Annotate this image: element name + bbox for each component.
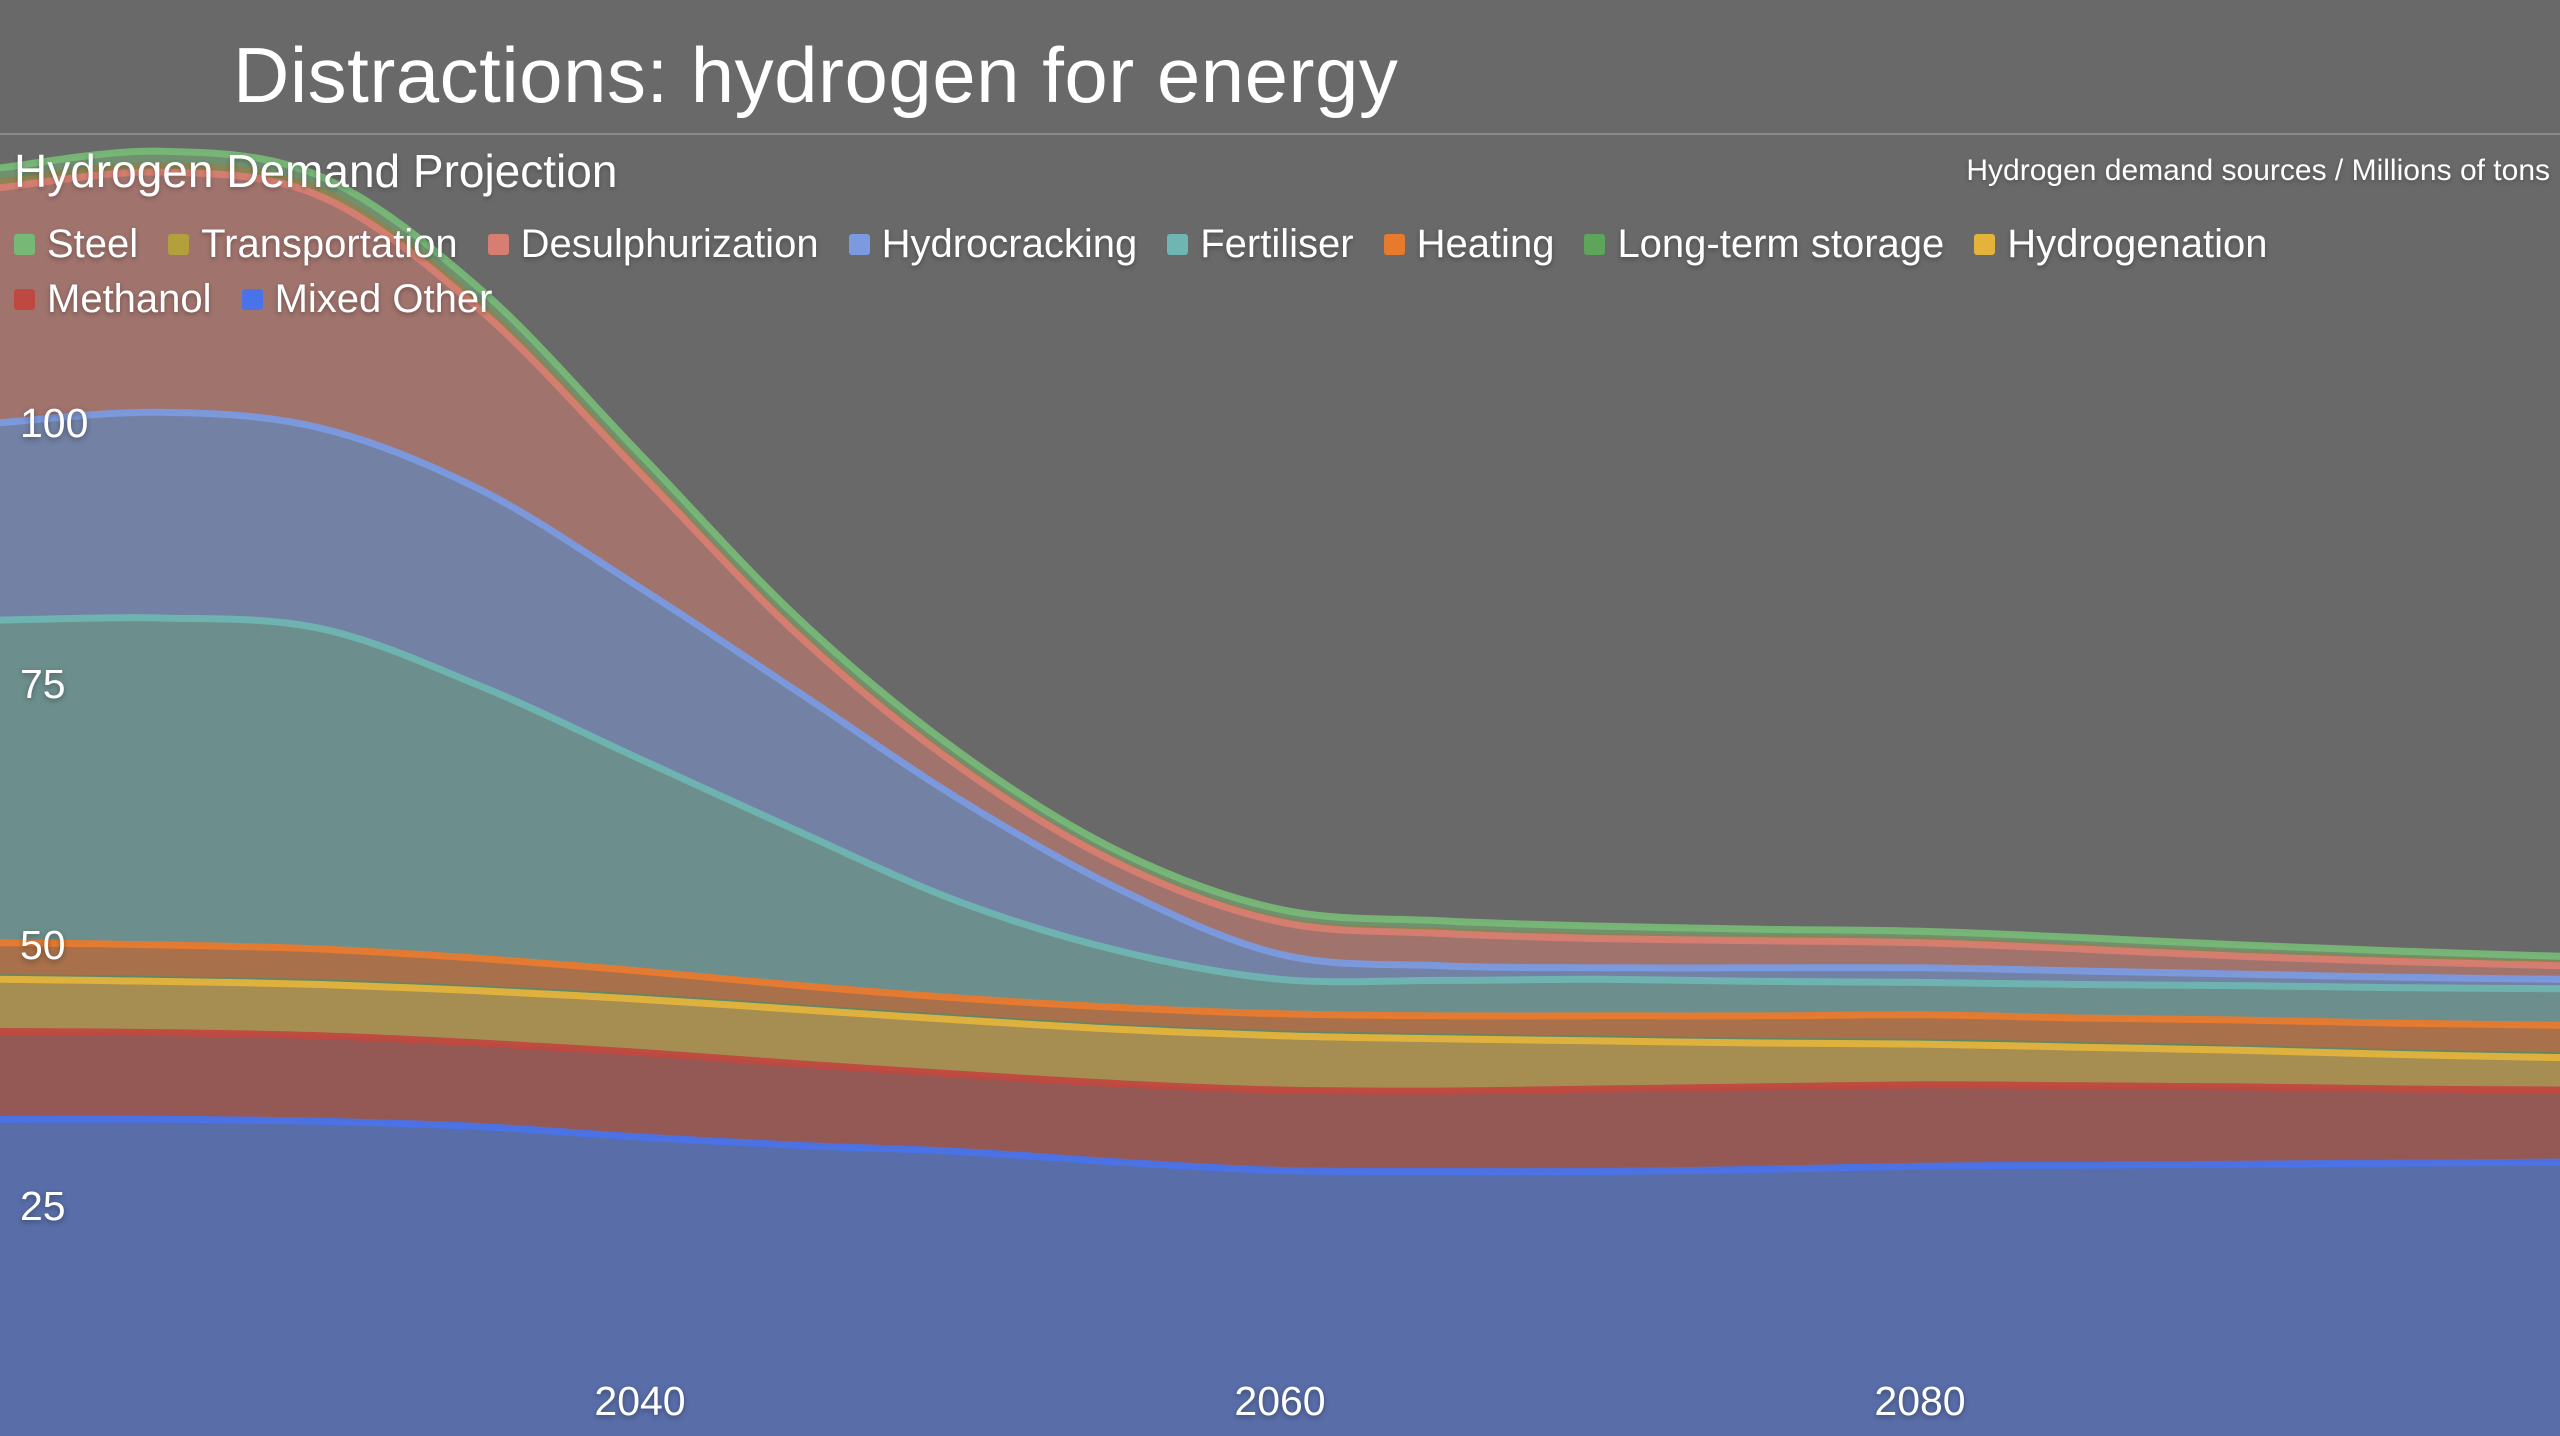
legend-item-transportation[interactable]: Transportation: [168, 222, 458, 267]
legend-item-fertiliser[interactable]: Fertiliser: [1167, 222, 1354, 267]
line-hydrocracking: [0, 408, 2560, 983]
line-desulphurization: [0, 168, 2560, 970]
legend-label: Methanol: [47, 277, 212, 321]
legend-swatch-icon: [1584, 234, 1606, 255]
chart-heading: Hydrogen Demand Projection: [14, 145, 618, 197]
line-methanol: [0, 1028, 2560, 1095]
legend-swatch-icon: [1974, 234, 1996, 255]
page-title: Distractions: hydrogen for energy: [233, 31, 1399, 119]
x-axis-label: 2040: [594, 1378, 686, 1424]
y-axis-label: 25: [20, 1182, 66, 1229]
chart-legend: Steel Transportation Desulphurization Hydro…: [14, 222, 2554, 332]
legend-label: Desulphurization: [520, 222, 819, 266]
legend-item-steel[interactable]: Steel: [14, 222, 138, 267]
area-fertiliser: [0, 617, 2560, 1026]
chart-units-label: Hydrogen demand sources / Millions of to…: [1966, 154, 2550, 187]
line-fertiliser: [0, 614, 2560, 993]
legend-label: Hydrocracking: [881, 222, 1138, 266]
area-long-term-storage: [0, 974, 2560, 1058]
line-hydrogenation: [0, 975, 2560, 1062]
x-axis-label: 2080: [1874, 1378, 1966, 1424]
legend-swatch-icon: [14, 289, 35, 310]
legend-swatch-icon: [848, 234, 870, 255]
legend-row: Methanol Mixed Other: [14, 277, 2554, 322]
area-heating: [0, 942, 2560, 1053]
area-hydrogenation: [0, 979, 2560, 1092]
header-divider: [0, 133, 2560, 135]
area-hydrocracking: [0, 412, 2560, 989]
legend-item-heating[interactable]: Heating: [1383, 222, 1555, 267]
line-mixed-other: [0, 1115, 2560, 1176]
y-axis-label: 75: [20, 660, 66, 707]
legend-label: Mixed Other: [274, 277, 493, 321]
line-heating: [0, 939, 2560, 1029]
area-desulphurization: [0, 172, 2560, 980]
legend-swatch-icon: [14, 234, 35, 255]
legend-label: Steel: [47, 222, 139, 266]
legend-row: Steel Transportation Desulphurization Hydro…: [14, 222, 2554, 267]
legend-label: Heating: [1416, 222, 1555, 266]
legend-swatch-icon: [1383, 234, 1405, 255]
legend-swatch-icon: [1167, 234, 1189, 255]
x-axis-label: 2060: [1234, 1378, 1326, 1424]
legend-swatch-icon: [241, 289, 263, 310]
y-axis-label: 100: [20, 399, 89, 446]
legend-label: Hydrogenation: [2007, 222, 2268, 266]
legend-label: Transportation: [201, 222, 458, 266]
legend-item-long-term-storage[interactable]: Long-term storage: [1584, 222, 1944, 267]
legend-label: Long-term storage: [1617, 222, 1945, 266]
legend-swatch-icon: [487, 234, 509, 255]
area-mixed-other: [0, 1119, 2560, 1436]
legend-item-desulphurization[interactable]: Desulphurization: [487, 222, 819, 267]
legend-item-methanol[interactable]: Methanol: [14, 277, 212, 322]
legend-item-mixed-other[interactable]: Mixed Other: [241, 277, 493, 322]
legend-item-hydrocracking[interactable]: Hydrocracking: [848, 222, 1138, 267]
legend-swatch-icon: [168, 234, 190, 255]
legend-label: Fertiliser: [1200, 222, 1354, 266]
legend-item-hydrogenation[interactable]: Hydrogenation: [1974, 222, 2267, 267]
y-axis-label: 50: [20, 921, 66, 968]
line-steel: [0, 147, 2560, 960]
